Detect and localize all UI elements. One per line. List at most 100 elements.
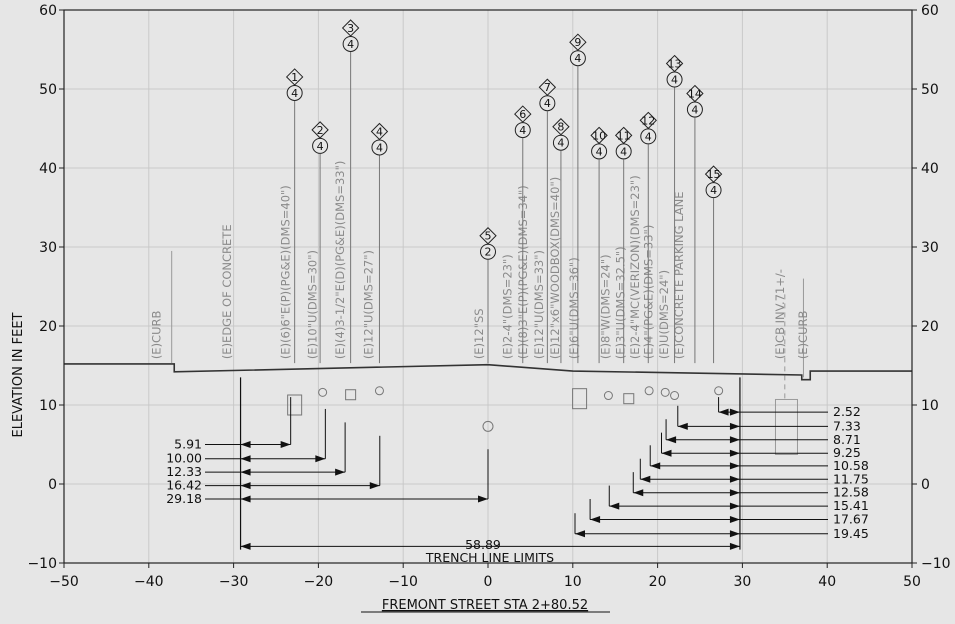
- marker-circle: [552, 134, 569, 151]
- utility-label: (E)(4)3-1/2"E(D)(PG&E)(DMS=33"): [333, 161, 347, 360]
- dimension-arrow: [729, 489, 740, 497]
- dimension-label-left: 10.00: [166, 451, 202, 466]
- dimension-arrow: [729, 502, 740, 510]
- dimension-label-right: 11.75: [833, 471, 869, 486]
- marker-id: 10: [592, 129, 606, 142]
- pipe-symbol: [318, 387, 328, 397]
- pipe-symbol: [644, 386, 654, 396]
- y-tick-label-right: 50: [921, 82, 939, 98]
- dimension-arrow: [729, 530, 740, 538]
- utility-label: (E)6"U(DMS=36"): [567, 257, 581, 359]
- dimension-arrow: [280, 441, 291, 448]
- y-tick-label-left: 20: [39, 319, 57, 335]
- marker-count: 4: [596, 145, 603, 158]
- marker-circle: [312, 137, 329, 154]
- marker-id: 8: [557, 121, 564, 134]
- y-tick-label-right: 60: [921, 3, 939, 19]
- marker-circle: [286, 84, 303, 101]
- y-tick-label-left: 10: [39, 398, 57, 414]
- y-tick-label-left: 50: [39, 82, 57, 98]
- utility-label: (E)CURB: [796, 311, 810, 360]
- marker-id: 2: [317, 124, 324, 137]
- marker-id: 9: [574, 36, 581, 49]
- trench-limits-label: TRENCH LINE LIMITS: [425, 550, 554, 565]
- utility-label: (E)CB INV.71+/-: [773, 269, 787, 359]
- duct-bank-symbol: [623, 393, 635, 405]
- marker-count: 4: [620, 145, 627, 158]
- dimension-label-right: 19.45: [833, 526, 869, 541]
- duct-bank-symbol: [345, 389, 357, 401]
- x-tick-label: −10: [388, 574, 418, 590]
- y-axis-label: ELEVATION IN FEET: [11, 312, 26, 437]
- marker-circle: [342, 35, 359, 52]
- marker-id: 11: [617, 129, 631, 142]
- y-tick-label-left: 30: [39, 240, 57, 256]
- dimension-arrow: [369, 482, 380, 490]
- utility-label: (E)U(DMS=24"): [657, 270, 671, 359]
- utility-label: (E)2-4"(DMS=23"): [501, 254, 515, 359]
- x-tick-label: −20: [304, 574, 334, 590]
- marker-circle: [591, 143, 608, 160]
- dimension-arrow: [478, 495, 488, 503]
- dimension-arrow: [729, 422, 740, 430]
- x-tick-label: −50: [49, 574, 79, 590]
- marker-count: 4: [317, 140, 324, 153]
- dimension-arrow: [240, 495, 251, 503]
- marker-id: 5: [485, 230, 492, 243]
- y-tick-label-right: 10: [921, 398, 939, 414]
- marker-id: 3: [347, 22, 354, 35]
- marker-circle: [640, 128, 657, 145]
- marker-count: 4: [645, 130, 652, 143]
- y-tick-label-left: 40: [39, 161, 57, 177]
- dimension-label-right: 2.52: [833, 404, 861, 419]
- dimension-arrow: [718, 408, 729, 416]
- axes: −50 −40 −30 −20 −10 0 10 20 30 40 506050403020100−…: [27, 3, 950, 590]
- marker-count: 4: [557, 137, 564, 150]
- dimension-arrow: [609, 502, 620, 510]
- dimension-arrow: [729, 542, 740, 550]
- pipe-symbol: [660, 387, 670, 397]
- x-tick-label: 40: [818, 574, 836, 590]
- marker-count: 4: [347, 38, 354, 51]
- dimension-arrow: [335, 468, 346, 476]
- marker-count: 4: [519, 124, 526, 137]
- marker-id: 14: [688, 88, 702, 101]
- dimension-arrow: [240, 482, 251, 490]
- dimension-arrow: [729, 408, 740, 416]
- dimension-label-right: 8.71: [833, 432, 861, 447]
- dimension-label-right: 9.25: [833, 445, 861, 460]
- utility-label: (E)12"SS: [472, 308, 486, 359]
- y-tick-label-right: 0: [921, 477, 930, 493]
- dimension-arrow: [240, 468, 251, 476]
- utility-label: (E)3"U(DMS=32.5"): [614, 246, 628, 359]
- pipe-symbol: [603, 391, 613, 401]
- sewer-pipe-symbol: [482, 420, 494, 432]
- y-tick-label-right: 20: [921, 319, 939, 335]
- utility-label: (E)12"U(DMS=27"): [362, 250, 376, 359]
- dimension-label-left: 5.91: [174, 437, 202, 452]
- dimension-arrow: [677, 422, 688, 430]
- x-axis-label: FREMONT STREET STA 2+80.52: [382, 598, 588, 613]
- x-tick-label: 10: [564, 574, 582, 590]
- marker-circle: [686, 101, 703, 118]
- x-tick-label: 30: [733, 574, 751, 590]
- utility-label: (E)EDGE OF CONCRETE: [220, 224, 234, 359]
- catch-basin: [774, 398, 798, 455]
- dimension-arrow: [729, 449, 740, 457]
- dimension-label-right: 17.67: [833, 512, 869, 527]
- utility-labels: (E)CURB (E)EDGE OF CONCRETE (E)(6)6"E(P)(P…: [150, 161, 810, 360]
- marker-circle: [569, 50, 586, 67]
- utility-label: (E)12"U(DMS=33"): [532, 250, 546, 359]
- marker-circle: [615, 143, 632, 160]
- marker-id: 1: [291, 71, 298, 84]
- duct-bank-symbol: [572, 388, 588, 410]
- x-tick-label: 50: [903, 574, 921, 590]
- dimension-arrow: [661, 449, 672, 457]
- y-tick-label-right: −10: [921, 556, 951, 572]
- dimension-arrow: [729, 516, 740, 524]
- dimension-label-left: 16.42: [166, 478, 202, 493]
- marker-count: 4: [574, 52, 581, 65]
- marker-count: 4: [671, 74, 678, 87]
- x-tick-label: 0: [484, 574, 493, 590]
